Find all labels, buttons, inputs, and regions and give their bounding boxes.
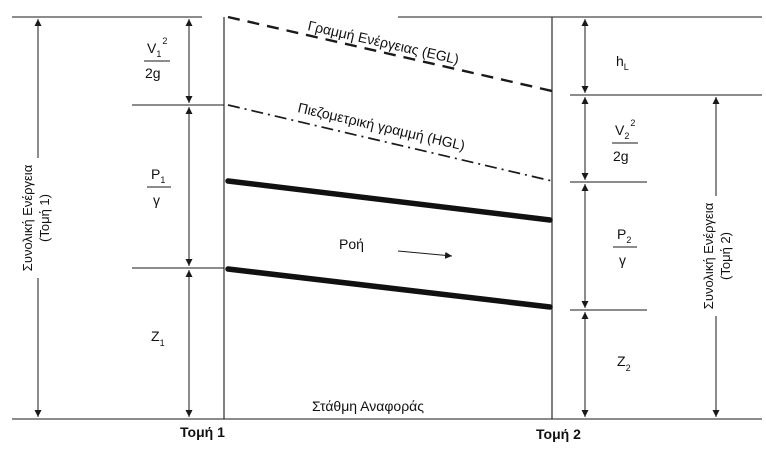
datum-label: Στάθμη Αναφοράς bbox=[312, 398, 424, 414]
hydraulic-grade-line bbox=[227, 104, 553, 182]
flow-arrow bbox=[397, 250, 453, 259]
svg-text:Συνολική Ενέργεια: Συνολική Ενέργεια bbox=[701, 202, 716, 309]
pressure-head-1-label: P1 γ bbox=[147, 166, 171, 208]
svg-text:γ: γ bbox=[619, 252, 626, 268]
egl-label: Γραμμή Ενέργειας (EGL) bbox=[306, 17, 460, 67]
velocity-head-2-label: V22 2g bbox=[612, 118, 638, 164]
head-loss-label: hL bbox=[616, 53, 629, 72]
svg-text:2g: 2g bbox=[613, 148, 629, 164]
svg-text:(Τομή 1): (Τομή 1) bbox=[37, 194, 52, 242]
svg-text:Συνολική Ενέργεια: Συνολική Ενέργεια bbox=[20, 164, 35, 271]
pressure-head-2-label: P2 γ bbox=[613, 226, 637, 268]
svg-text:V22: V22 bbox=[615, 118, 635, 141]
svg-text:2g: 2g bbox=[145, 65, 161, 81]
section-2-label: Τομή 2 bbox=[536, 426, 581, 442]
svg-text:(Τομή 2): (Τομή 2) bbox=[718, 232, 733, 280]
pipe-top-wall bbox=[225, 178, 553, 223]
svg-text:V12: V12 bbox=[147, 36, 167, 59]
svg-text:P2: P2 bbox=[617, 226, 631, 245]
svg-text:P1: P1 bbox=[151, 166, 165, 185]
energy-grade-line bbox=[227, 15, 553, 93]
velocity-head-1-label: V12 2g bbox=[144, 36, 170, 81]
total-energy-2-label: Συνολική Ενέργεια (Τομή 2) bbox=[699, 196, 737, 316]
flow-label: Ροή bbox=[339, 236, 364, 252]
elevation-head-1-label: Z1 bbox=[151, 328, 165, 348]
pipe-bottom-wall bbox=[225, 266, 553, 310]
total-energy-1-label: Συνολική Ενέργεια (Τομή 1) bbox=[18, 158, 56, 278]
section-1-label: Τομή 1 bbox=[180, 424, 225, 440]
elevation-head-2-label: Z2 bbox=[617, 353, 631, 373]
svg-text:γ: γ bbox=[153, 192, 160, 208]
